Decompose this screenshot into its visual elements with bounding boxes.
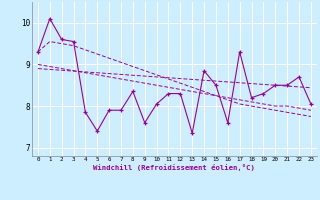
X-axis label: Windchill (Refroidissement éolien,°C): Windchill (Refroidissement éolien,°C)	[93, 164, 255, 171]
